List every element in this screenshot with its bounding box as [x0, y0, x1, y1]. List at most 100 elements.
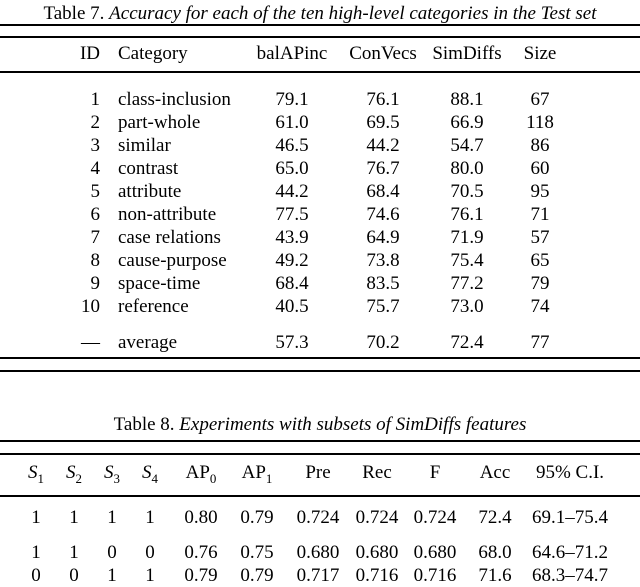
cell-rec: 0.716 — [355, 564, 399, 586]
cell-id: 1 — [90, 88, 101, 110]
table8-header-ci: 95% C.I. — [535, 462, 605, 483]
table8-caption-label: Table 8. — [113, 414, 175, 435]
cell-balapinc: 44.2 — [275, 180, 309, 202]
cell-category: non-attribute — [118, 203, 217, 225]
table8-header-s1: S1 — [28, 462, 44, 486]
table8-row-1: 1 1 1 1 0.80 0.79 0.724 0.724 0.724 72.4… — [0, 506, 640, 529]
cell-balapinc: 77.5 — [275, 203, 309, 225]
table8-spacer — [0, 529, 640, 541]
cell-size: 77 — [530, 331, 550, 353]
cell-ap1: 0.79 — [240, 506, 274, 528]
cell-balapinc: 65.0 — [275, 157, 309, 179]
cell-f: 0.716 — [413, 564, 457, 586]
cell-size: 67 — [530, 88, 550, 110]
table8-header-pre: Pre — [305, 462, 331, 483]
table7-header-rule — [0, 71, 640, 73]
cell-ap1: 0.75 — [240, 541, 274, 563]
cell-ap0: 0.79 — [184, 564, 218, 586]
table7-row-4: 4 contrast 65.0 76.7 80.0 60 — [0, 157, 640, 180]
cell-id: 8 — [90, 249, 101, 271]
cell-ap0: 0.76 — [184, 541, 218, 563]
table7-caption: Table 7. Accuracy for each of the ten hi… — [0, 3, 640, 25]
cell-convecs: 70.2 — [366, 331, 400, 353]
cell-size: 79 — [530, 272, 550, 294]
table7-header-row: ID Category balAPinc ConVecs SimDiffs Si… — [0, 36, 640, 72]
cell-simdiffs: 66.9 — [450, 111, 484, 133]
table7-header-id: ID — [79, 43, 100, 64]
cell-s4: 0 — [145, 541, 155, 563]
cell-id: 9 — [90, 272, 101, 294]
cell-category: case relations — [118, 226, 221, 248]
cell-balapinc: 46.5 — [275, 134, 309, 156]
cell-rec: 0.724 — [355, 506, 399, 528]
cell-category: average — [118, 331, 178, 353]
table7-caption-text: Accuracy for each of the ten high-level … — [109, 3, 597, 24]
table8-caption-text: Experiments with subsets of SimDiffs fea… — [179, 414, 527, 435]
table7-row-6: 6 non-attribute 77.5 74.6 76.1 71 — [0, 203, 640, 226]
cell-ci: 64.6–71.2 — [532, 541, 608, 563]
table7-header-balapinc: balAPinc — [256, 43, 328, 64]
cell-convecs: 76.1 — [366, 88, 400, 110]
cell-convecs: 64.9 — [366, 226, 400, 248]
cell-simdiffs: 75.4 — [450, 249, 484, 271]
table7-row-1: 1 class-inclusion 79.1 76.1 88.1 67 — [0, 88, 640, 111]
table8-header-row: S1 S2 S3 S4 AP0 AP1 Pre Rec F Acc 95% C.… — [0, 453, 640, 493]
cell-s2: 1 — [69, 541, 79, 563]
cell-category: similar — [118, 134, 171, 156]
cell-size: 74 — [530, 295, 550, 317]
cell-size: 86 — [530, 134, 550, 156]
cell-s1: 0 — [31, 564, 41, 586]
table8-row-2: 1 1 0 0 0.76 0.75 0.680 0.680 0.680 68.0… — [0, 541, 640, 564]
table8-header-ap1: AP1 — [241, 462, 273, 486]
cell-simdiffs: 70.5 — [450, 180, 484, 202]
cell-id: 5 — [90, 180, 101, 202]
cell-balapinc: 57.3 — [275, 331, 309, 353]
cell-category: cause-purpose — [118, 249, 227, 271]
cell-acc: 71.6 — [478, 564, 512, 586]
table7-row-10: 10 reference 40.5 75.7 73.0 74 — [0, 295, 640, 318]
table8-header-filler — [0, 453, 17, 493]
table8-header-rec: Rec — [362, 462, 392, 483]
cell-s2: 0 — [69, 564, 79, 586]
cell-balapinc: 61.0 — [275, 111, 309, 133]
cell-simdiffs: 54.7 — [450, 134, 484, 156]
cell-balapinc: 40.5 — [275, 295, 309, 317]
table7-row-8: 8 cause-purpose 49.2 73.8 75.4 65 — [0, 249, 640, 272]
cell-acc: 68.0 — [478, 541, 512, 563]
cell-ci: 68.3–74.7 — [532, 564, 608, 586]
cell-simdiffs: 71.9 — [450, 226, 484, 248]
cell-id: 10 — [81, 295, 100, 317]
table8-header-ap0: AP0 — [185, 462, 217, 486]
cell-balapinc: 68.4 — [275, 272, 309, 294]
table8-header-rule — [0, 495, 640, 497]
cell-ap0: 0.80 — [184, 506, 218, 528]
cell-convecs: 83.5 — [366, 272, 400, 294]
cell-s4: 1 — [145, 564, 155, 586]
cell-balapinc: 43.9 — [275, 226, 309, 248]
cell-convecs: 75.7 — [366, 295, 400, 317]
table7-row-7: 7 case relations 43.9 64.9 71.9 57 — [0, 226, 640, 249]
cell-convecs: 68.4 — [366, 180, 400, 202]
cell-id-dash: — — [81, 331, 100, 353]
cell-f: 0.680 — [413, 541, 457, 563]
table8-row-3: 0 0 1 1 0.79 0.79 0.717 0.716 0.716 71.6… — [0, 564, 640, 587]
table7-header-filler — [568, 36, 640, 72]
table8: S1 S2 S3 S4 AP0 AP1 Pre Rec F Acc 95% C.… — [0, 453, 640, 587]
table8-header-s3: S3 — [104, 462, 120, 486]
cell-simdiffs: 88.1 — [450, 88, 484, 110]
cell-s3: 0 — [107, 541, 117, 563]
cell-simdiffs: 80.0 — [450, 157, 484, 179]
cell-category: space-time — [118, 272, 201, 294]
table8-header-filler — [621, 453, 640, 493]
table7-row-2: 2 part-whole 61.0 69.5 66.9 118 — [0, 111, 640, 134]
table8-header-acc: Acc — [479, 462, 511, 483]
table7-header-convecs: ConVecs — [349, 43, 417, 64]
cell-category: reference — [118, 295, 189, 317]
cell-pre: 0.717 — [296, 564, 340, 586]
table7-header-simdiffs: SimDiffs — [432, 43, 502, 64]
cell-id: 3 — [90, 134, 101, 156]
cell-simdiffs: 76.1 — [450, 203, 484, 225]
table7: ID Category balAPinc ConVecs SimDiffs Si… — [0, 36, 640, 354]
cell-ap1: 0.79 — [240, 564, 274, 586]
table8-caption: Table 8. Experiments with subsets of Sim… — [0, 414, 640, 436]
